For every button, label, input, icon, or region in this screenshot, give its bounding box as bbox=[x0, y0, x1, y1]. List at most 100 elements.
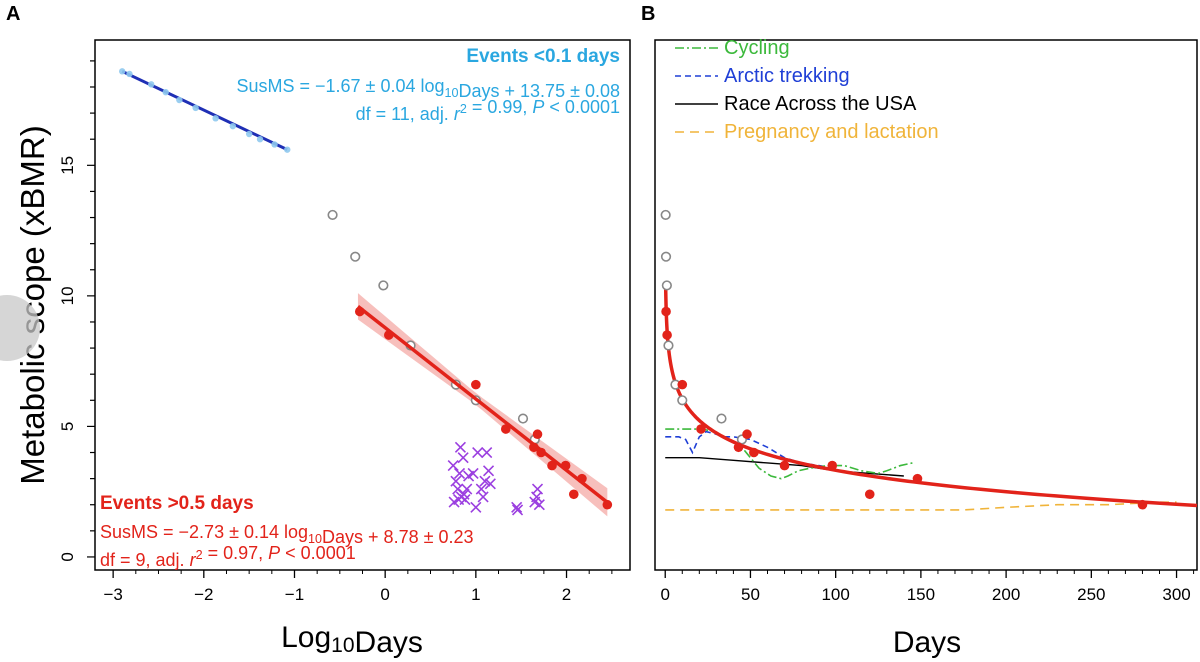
cross-marker bbox=[458, 488, 470, 500]
x-tick-label-a: 1 bbox=[471, 585, 480, 604]
x-tick-label-b: 50 bbox=[741, 585, 760, 604]
long-event-point-b bbox=[749, 447, 759, 458]
cross-marker bbox=[467, 467, 479, 479]
short-event-point bbox=[176, 96, 183, 104]
panel-a: −3 −2 −1 0 1 2 0 5 10 15 Events <0.1 days SusMS = −… bbox=[58, 39, 631, 604]
short-events-equation: SusMS = −1.67 ± 0.04 log10Days + 13.75 ±… bbox=[236, 76, 620, 101]
short-event-point bbox=[245, 130, 253, 138]
cross-marker bbox=[472, 446, 484, 459]
long-event-point-b bbox=[864, 489, 875, 500]
x-tick-label-b: 100 bbox=[821, 585, 849, 604]
cross-marker bbox=[461, 483, 473, 495]
open-circle-point bbox=[378, 280, 389, 291]
x-tick-label-b: 200 bbox=[992, 585, 1020, 604]
x-axis-label-b: Days bbox=[893, 626, 961, 659]
cross-marker bbox=[533, 499, 545, 511]
long-event-point bbox=[383, 330, 394, 340]
x-tick-label-a: −2 bbox=[194, 585, 213, 604]
cross-marker bbox=[454, 441, 466, 453]
short-event-point bbox=[271, 141, 278, 148]
long-event-point bbox=[577, 473, 587, 484]
long-event-point bbox=[471, 379, 481, 390]
cross-marker bbox=[470, 501, 482, 513]
panel-b-letter: B bbox=[641, 3, 655, 25]
series-cycling bbox=[665, 428, 913, 480]
cross-marker bbox=[481, 446, 493, 459]
panel-b: 0 50 100 150 200 250 300 Cycling Arctic trekking… bbox=[654, 37, 1198, 604]
long-events-equation: SusMS = −2.73 ± 0.14 log10Days + 8.78 ± … bbox=[100, 522, 474, 547]
short-event-point bbox=[192, 104, 199, 112]
legend-label: Arctic trekking bbox=[724, 65, 850, 87]
long-events-stats: df = 9, adj. r2 = 0.97, P < 0.0001 bbox=[100, 543, 356, 570]
open-circle-point bbox=[327, 209, 338, 221]
cross-marker bbox=[447, 460, 459, 472]
panel-a-letter: A bbox=[6, 3, 20, 25]
long-event-point-b bbox=[827, 460, 838, 471]
open-circle-point-b bbox=[716, 413, 727, 424]
legend-label: Cycling bbox=[724, 37, 790, 59]
long-event-point bbox=[532, 429, 543, 440]
cross-marker bbox=[477, 491, 489, 503]
y-tick-label-a: 0 bbox=[58, 552, 77, 561]
short-events-title: Events <0.1 days bbox=[466, 46, 620, 67]
short-event-point bbox=[284, 146, 291, 153]
long-events-title: Events >0.5 days bbox=[100, 493, 254, 514]
short-event-point bbox=[148, 81, 155, 88]
open-circle-point bbox=[350, 251, 361, 262]
long-event-point-b bbox=[742, 429, 752, 440]
open-circle-point-b bbox=[677, 395, 688, 406]
x-tick-label-b: 250 bbox=[1077, 585, 1105, 604]
long-event-point bbox=[568, 489, 579, 500]
short-events-stats: df = 11, adj. r2 = 0.99, P < 0.0001 bbox=[356, 97, 620, 124]
x-tick-label-b: 150 bbox=[907, 585, 935, 604]
x-tick-label-a: 0 bbox=[380, 585, 389, 604]
cross-marker bbox=[511, 501, 523, 513]
legend-label: Pregnancy and lactation bbox=[724, 121, 939, 143]
y-tick-label-a: 15 bbox=[58, 156, 77, 175]
long-event-point-b bbox=[1137, 499, 1148, 510]
x-tick-label-b: 0 bbox=[660, 585, 669, 604]
cross-marker bbox=[457, 452, 469, 464]
open-circle-point-b bbox=[660, 251, 672, 262]
long-fit-line bbox=[356, 304, 609, 504]
long-event-point bbox=[560, 460, 571, 471]
short-event-point bbox=[126, 70, 133, 78]
long-event-point-b bbox=[779, 460, 790, 471]
short-event-point bbox=[229, 122, 237, 130]
open-circle-point-b bbox=[661, 280, 672, 291]
x-axis-label-a: Log10Days bbox=[281, 621, 423, 659]
open-circle-point-b bbox=[660, 209, 671, 221]
long-event-point-b bbox=[662, 330, 672, 340]
long-event-point-b bbox=[733, 442, 744, 453]
panel-b-frame bbox=[654, 39, 1198, 571]
cross-marker bbox=[531, 483, 544, 495]
cross-marker bbox=[482, 465, 495, 477]
y-tick-label-a: 5 bbox=[58, 422, 77, 431]
cross-marker bbox=[484, 478, 496, 490]
cross-marker bbox=[479, 475, 491, 487]
long-event-point bbox=[500, 424, 511, 434]
series-pregnancy-lactation bbox=[665, 501, 1177, 511]
long-event-point bbox=[354, 306, 365, 317]
y-tick-label-a: 10 bbox=[58, 286, 77, 305]
x-tick-label-a: −1 bbox=[285, 585, 304, 604]
fit-curve-b bbox=[663, 284, 1198, 508]
long-event-point-b bbox=[912, 473, 923, 484]
open-circle-point-b bbox=[663, 340, 674, 351]
x-tick-label-a: 2 bbox=[562, 585, 571, 604]
long-event-point-b bbox=[661, 306, 671, 317]
short-event-point bbox=[212, 115, 219, 122]
legend-label: Race Across the USA bbox=[724, 93, 917, 115]
cross-marker bbox=[453, 467, 466, 479]
x-tick-label-a: −3 bbox=[103, 585, 122, 604]
long-event-point-b bbox=[696, 424, 706, 434]
short-event-point bbox=[162, 89, 169, 96]
short-event-point bbox=[119, 68, 126, 75]
long-event-point-b bbox=[677, 379, 688, 390]
long-event-point bbox=[547, 460, 557, 471]
x-tick-label-b: 300 bbox=[1162, 585, 1190, 604]
short-event-point bbox=[256, 136, 264, 143]
open-circle-point bbox=[517, 413, 529, 424]
cross-marker bbox=[511, 504, 524, 516]
